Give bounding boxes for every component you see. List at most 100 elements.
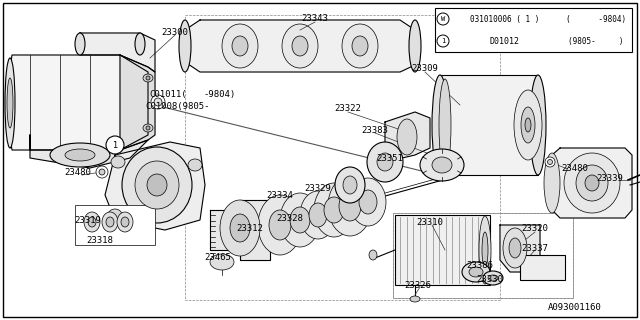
Text: 23318: 23318: [86, 236, 113, 244]
Ellipse shape: [188, 159, 202, 171]
Text: A093001160: A093001160: [548, 303, 602, 313]
Text: 23480: 23480: [65, 167, 92, 177]
Ellipse shape: [439, 79, 451, 171]
Text: 23383: 23383: [362, 125, 388, 134]
Ellipse shape: [300, 191, 336, 239]
Text: C01011(: C01011(: [149, 90, 187, 99]
Ellipse shape: [367, 142, 403, 182]
Ellipse shape: [576, 165, 608, 201]
Bar: [75, 205, 155, 245]
Text: 23329: 23329: [305, 183, 332, 193]
Ellipse shape: [111, 156, 125, 168]
Text: 23339: 23339: [596, 173, 623, 182]
Ellipse shape: [324, 197, 344, 223]
Ellipse shape: [146, 76, 150, 80]
Ellipse shape: [99, 169, 105, 175]
Ellipse shape: [585, 175, 599, 191]
Polygon shape: [385, 112, 430, 162]
Text: 1: 1: [441, 38, 445, 44]
Ellipse shape: [135, 33, 145, 55]
Text: (      -9804): ( -9804): [566, 14, 626, 23]
Polygon shape: [8, 55, 148, 150]
Polygon shape: [80, 33, 155, 72]
Text: 23343: 23343: [301, 13, 328, 22]
Ellipse shape: [503, 228, 527, 268]
Text: W: W: [441, 16, 445, 22]
Ellipse shape: [483, 271, 503, 285]
Bar: [393, 213, 573, 298]
Ellipse shape: [369, 250, 377, 260]
Ellipse shape: [210, 254, 234, 270]
Ellipse shape: [269, 210, 291, 240]
Ellipse shape: [290, 207, 310, 233]
Ellipse shape: [143, 74, 153, 82]
Ellipse shape: [154, 98, 162, 106]
Ellipse shape: [514, 90, 542, 160]
Ellipse shape: [432, 157, 452, 173]
Text: 23312: 23312: [237, 223, 264, 233]
Ellipse shape: [359, 190, 377, 214]
Ellipse shape: [179, 20, 191, 72]
Text: -9804): -9804): [204, 90, 236, 99]
Ellipse shape: [102, 212, 118, 232]
Ellipse shape: [343, 176, 357, 194]
Circle shape: [437, 35, 449, 47]
Text: 23330: 23330: [477, 276, 504, 284]
Text: 23300: 23300: [161, 28, 188, 36]
Bar: [440, 75, 538, 175]
Text: 23320: 23320: [522, 223, 548, 233]
Ellipse shape: [121, 217, 129, 227]
Bar: [435, 8, 632, 52]
Ellipse shape: [122, 147, 192, 223]
Ellipse shape: [530, 75, 546, 175]
Ellipse shape: [84, 212, 100, 232]
Text: 23351: 23351: [376, 154, 403, 163]
Text: 23326: 23326: [404, 281, 431, 290]
Ellipse shape: [220, 200, 260, 256]
Text: C01008(9805-: C01008(9805-: [146, 101, 211, 110]
Ellipse shape: [146, 126, 150, 130]
Polygon shape: [120, 55, 155, 150]
Ellipse shape: [222, 24, 258, 68]
Circle shape: [437, 13, 449, 25]
Text: (9805-     ): (9805- ): [568, 36, 624, 45]
Text: 1: 1: [113, 140, 118, 149]
Ellipse shape: [462, 262, 490, 282]
Ellipse shape: [65, 149, 95, 161]
Polygon shape: [105, 142, 205, 230]
Ellipse shape: [7, 78, 13, 128]
Text: 23386: 23386: [467, 260, 493, 269]
Ellipse shape: [377, 153, 393, 171]
Ellipse shape: [547, 159, 552, 164]
Ellipse shape: [564, 153, 620, 213]
Ellipse shape: [420, 149, 464, 181]
Ellipse shape: [147, 174, 167, 196]
Ellipse shape: [479, 216, 491, 284]
Ellipse shape: [230, 214, 250, 242]
Text: 23465: 23465: [205, 253, 232, 262]
Text: 23328: 23328: [276, 213, 303, 222]
Ellipse shape: [258, 195, 302, 255]
Ellipse shape: [309, 203, 327, 227]
Polygon shape: [30, 135, 148, 168]
Ellipse shape: [328, 176, 372, 236]
Ellipse shape: [397, 119, 417, 155]
Text: 23319: 23319: [75, 215, 101, 225]
Ellipse shape: [75, 33, 85, 55]
Text: 23310: 23310: [417, 218, 444, 227]
Ellipse shape: [339, 191, 361, 221]
Ellipse shape: [545, 157, 555, 167]
Ellipse shape: [135, 161, 179, 209]
Ellipse shape: [335, 167, 365, 203]
Ellipse shape: [482, 232, 488, 268]
Ellipse shape: [488, 275, 498, 281]
Text: 031010006 ( 1 ): 031010006 ( 1 ): [470, 14, 540, 23]
Bar: [395, 215, 490, 285]
Ellipse shape: [292, 36, 308, 56]
Polygon shape: [210, 200, 270, 260]
Ellipse shape: [282, 24, 318, 68]
Ellipse shape: [350, 178, 386, 226]
Polygon shape: [500, 225, 540, 272]
Ellipse shape: [432, 75, 448, 175]
Ellipse shape: [88, 217, 96, 227]
